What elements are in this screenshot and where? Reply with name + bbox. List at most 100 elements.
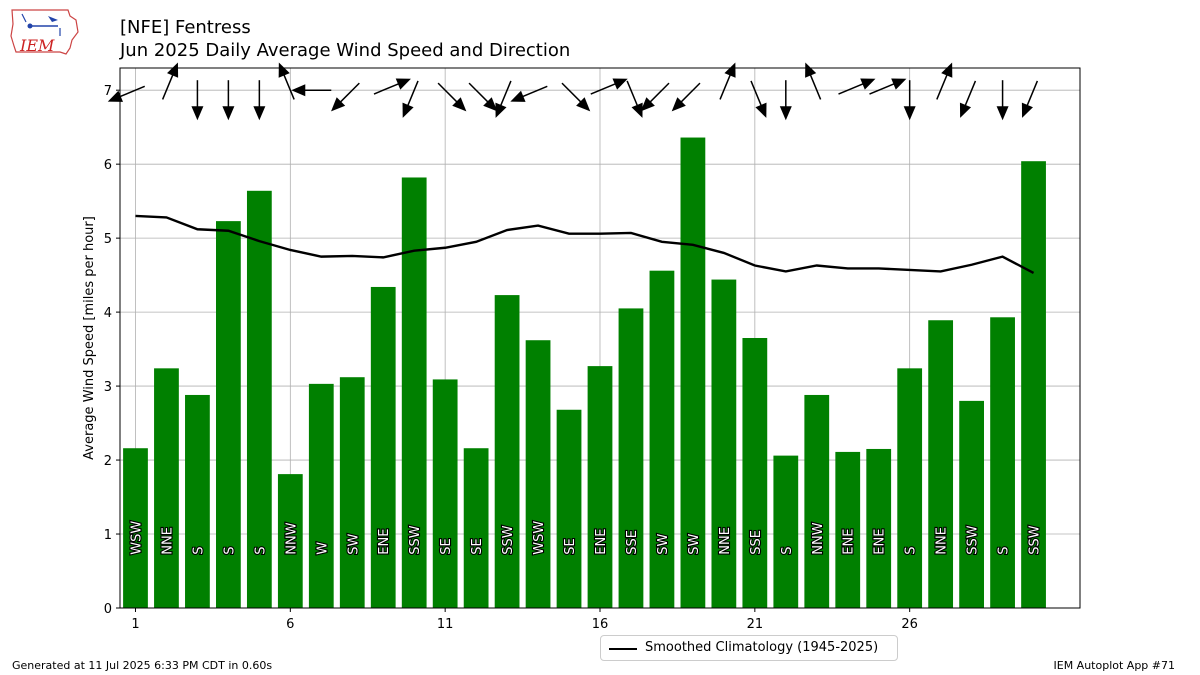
speed-bar	[308, 383, 334, 608]
arrow-head	[612, 78, 628, 90]
x-tick-label: 26	[901, 617, 918, 632]
arrow-shaft	[338, 82, 360, 104]
direction-arrow	[903, 80, 916, 121]
direction-label: SW	[656, 533, 671, 554]
x-tick-label: 16	[592, 617, 609, 632]
arrow-head	[510, 90, 526, 102]
arrow-shaft	[468, 82, 490, 104]
speed-bar	[835, 451, 861, 608]
speed-bar	[494, 295, 520, 608]
arrow-head	[860, 78, 876, 90]
direction-label: W	[315, 542, 330, 555]
x-tick-label: 11	[437, 617, 454, 632]
direction-label: S	[997, 546, 1012, 554]
arrow-shaft	[561, 82, 583, 104]
speed-bar	[587, 366, 613, 608]
direction-arrow	[278, 62, 295, 100]
arrow-head	[291, 84, 306, 97]
y-tick-label: 1	[104, 528, 112, 543]
speed-bar	[123, 448, 148, 608]
direction-arrow	[222, 80, 235, 121]
direction-arrow	[373, 78, 411, 95]
direction-arrow	[805, 62, 822, 100]
direction-arrow	[402, 80, 419, 118]
speed-bar	[185, 394, 210, 608]
direction-arrow	[510, 85, 548, 102]
direction-label: NNE	[718, 527, 733, 555]
speed-bar	[432, 379, 458, 608]
arrow-head	[724, 62, 736, 78]
direction-label: SE	[470, 538, 485, 554]
arrow-shaft	[499, 80, 512, 108]
arrow-head	[805, 62, 817, 78]
speed-bar	[742, 338, 768, 608]
direction-label: S	[904, 546, 919, 554]
chart-title: [NFE] Fentress	[120, 17, 251, 38]
direction-arrow	[626, 80, 643, 118]
speed-bar	[897, 368, 923, 608]
arrow-shaft	[869, 82, 896, 95]
direction-arrow	[869, 78, 907, 95]
arrow-head	[640, 97, 655, 112]
arrow-head	[395, 78, 411, 90]
arrow-head	[452, 97, 467, 112]
direction-arrow	[750, 80, 767, 118]
arrow-head	[495, 102, 507, 118]
arrow-head	[631, 102, 643, 118]
arrow-head	[1021, 102, 1033, 118]
speed-bar	[711, 279, 737, 608]
direction-label: ENE	[842, 529, 857, 555]
direction-arrow	[331, 82, 360, 112]
direction-labels: WSW NNE S S S NNW W SW ENE SSW SE SE SSW WSW SE ENE SSE S…	[128, 520, 1043, 556]
speed-bar	[990, 317, 1015, 608]
direction-label: SE	[439, 538, 454, 554]
arrow-shaft	[719, 73, 732, 100]
generated-timestamp: Generated at 11 Jul 2025 6:33 PM CDT in …	[12, 659, 273, 672]
arrow-shaft	[437, 82, 459, 104]
direction-arrow	[107, 85, 146, 102]
direction-label: SE	[563, 538, 578, 554]
speed-bar	[1021, 161, 1046, 608]
climatology-series	[135, 214, 1035, 274]
direction-label: NNW	[284, 522, 299, 554]
direction-label: NNW	[811, 522, 826, 554]
direction-label: SSW	[966, 525, 981, 555]
arrow-head	[779, 106, 792, 121]
arrow-shaft	[648, 82, 670, 104]
speed-bar	[959, 400, 984, 608]
arrow-head	[253, 106, 266, 121]
legend-line-swatch	[609, 648, 637, 650]
speed-bar	[277, 474, 303, 608]
direction-label: NNE	[160, 527, 175, 555]
arrow-head	[402, 102, 414, 118]
direction-arrow	[779, 80, 792, 121]
direction-arrow	[1021, 80, 1039, 118]
y-tick-label: 3	[104, 380, 112, 395]
direction-label: ENE	[377, 529, 392, 555]
direction-arrow	[640, 82, 670, 112]
arrow-head	[891, 78, 907, 90]
direction-label: SSE	[749, 530, 764, 555]
arrow-shaft	[626, 80, 639, 108]
direction-label: S	[253, 546, 268, 554]
y-tick-label: 6	[104, 158, 112, 173]
y-tick-label: 5	[104, 232, 112, 247]
arrow-head	[996, 106, 1009, 121]
speed-bar	[928, 320, 954, 608]
direction-label: SW	[687, 533, 702, 554]
direction-label: NNE	[935, 527, 950, 555]
speed-bar	[525, 340, 551, 608]
arrow-head	[941, 62, 953, 78]
arrow-head	[222, 106, 235, 121]
arrow-shaft	[809, 73, 822, 100]
y-tick-label: 0	[104, 602, 112, 617]
legend: Smoothed Climatology (1945-2025)	[600, 635, 898, 661]
direction-arrow	[671, 82, 701, 112]
iem-logo: IEM	[10, 9, 79, 55]
direction-arrow	[719, 62, 736, 100]
direction-label: SSW	[501, 525, 516, 555]
speed-bars	[123, 137, 1046, 609]
direction-label: SW	[346, 533, 361, 554]
